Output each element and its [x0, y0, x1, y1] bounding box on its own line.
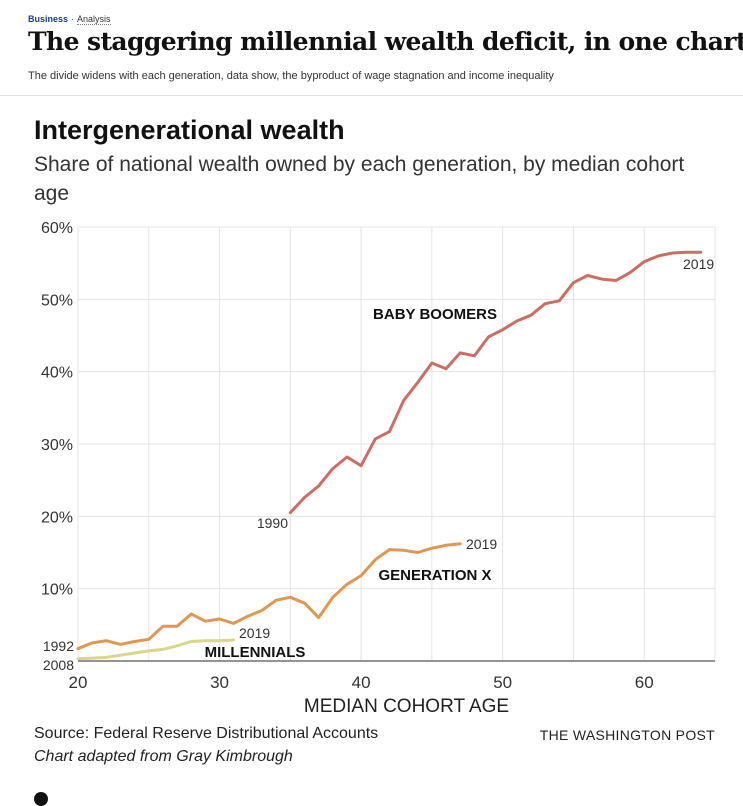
divider — [0, 95, 743, 96]
series-start-label: 2008 — [43, 657, 74, 673]
series-name-label: BABY BOOMERS — [373, 306, 497, 323]
headline: The staggering millennial wealth deficit… — [28, 27, 743, 56]
y-tick-label: 40% — [41, 365, 73, 382]
series-start-label: 1992 — [43, 638, 74, 654]
chart-axes: 10% 20% 30% 40% 50% 60% 20 30 40 50 60 MEDIAN COHOR… — [41, 220, 715, 717]
y-tick-label: 20% — [41, 509, 73, 526]
series-end-label: 2019 — [466, 536, 497, 552]
x-tick-label: 60 — [635, 673, 654, 692]
chart-series — [76, 250, 703, 661]
x-tick-label: 30 — [210, 673, 229, 692]
x-tick-label: 40 — [352, 673, 371, 692]
chart-subtitle: Share of national wealth owned by each g… — [34, 153, 685, 205]
y-tick-label: 10% — [41, 582, 73, 599]
series-name-label: GENERATION X — [378, 567, 491, 584]
x-tick-label: 20 — [69, 673, 88, 692]
chart-title: Intergenerational wealth — [34, 115, 345, 145]
y-tick-label: 60% — [41, 220, 73, 237]
publisher-brand: THE WASHINGTON POST — [539, 727, 715, 743]
y-tick-label: 30% — [41, 437, 73, 454]
section-link[interactable]: Business — [28, 14, 69, 24]
chart-labels: BABY BOOMERS 1990 2019 GENERATION X 1992 2019… — [43, 256, 715, 673]
y-tick-label: 50% — [41, 292, 73, 309]
source-note: Source: Federal Reserve Distributional A… — [34, 725, 379, 742]
series-start-label: 1990 — [257, 515, 288, 531]
article-kicker: Business · Analysis — [28, 14, 111, 25]
series-line — [288, 250, 703, 515]
credit-note: Chart adapted from Gray Kimbrough — [34, 748, 293, 765]
page-dot-icon — [34, 792, 48, 806]
kicker-separator: · — [71, 14, 75, 24]
series-line — [76, 542, 462, 651]
series-line — [76, 638, 236, 661]
series-end-label: 2019 — [683, 256, 714, 272]
analysis-tag[interactable]: Analysis — [77, 14, 111, 25]
x-tick-label: 50 — [493, 673, 512, 692]
x-axis-label: MEDIAN COHORT AGE — [304, 696, 509, 717]
series-name-label: MILLENNIALS — [205, 644, 306, 661]
chart-grid — [77, 226, 716, 661]
series-end-label: 2019 — [239, 625, 270, 641]
article-dek: The divide widens with each generation, … — [28, 70, 554, 82]
